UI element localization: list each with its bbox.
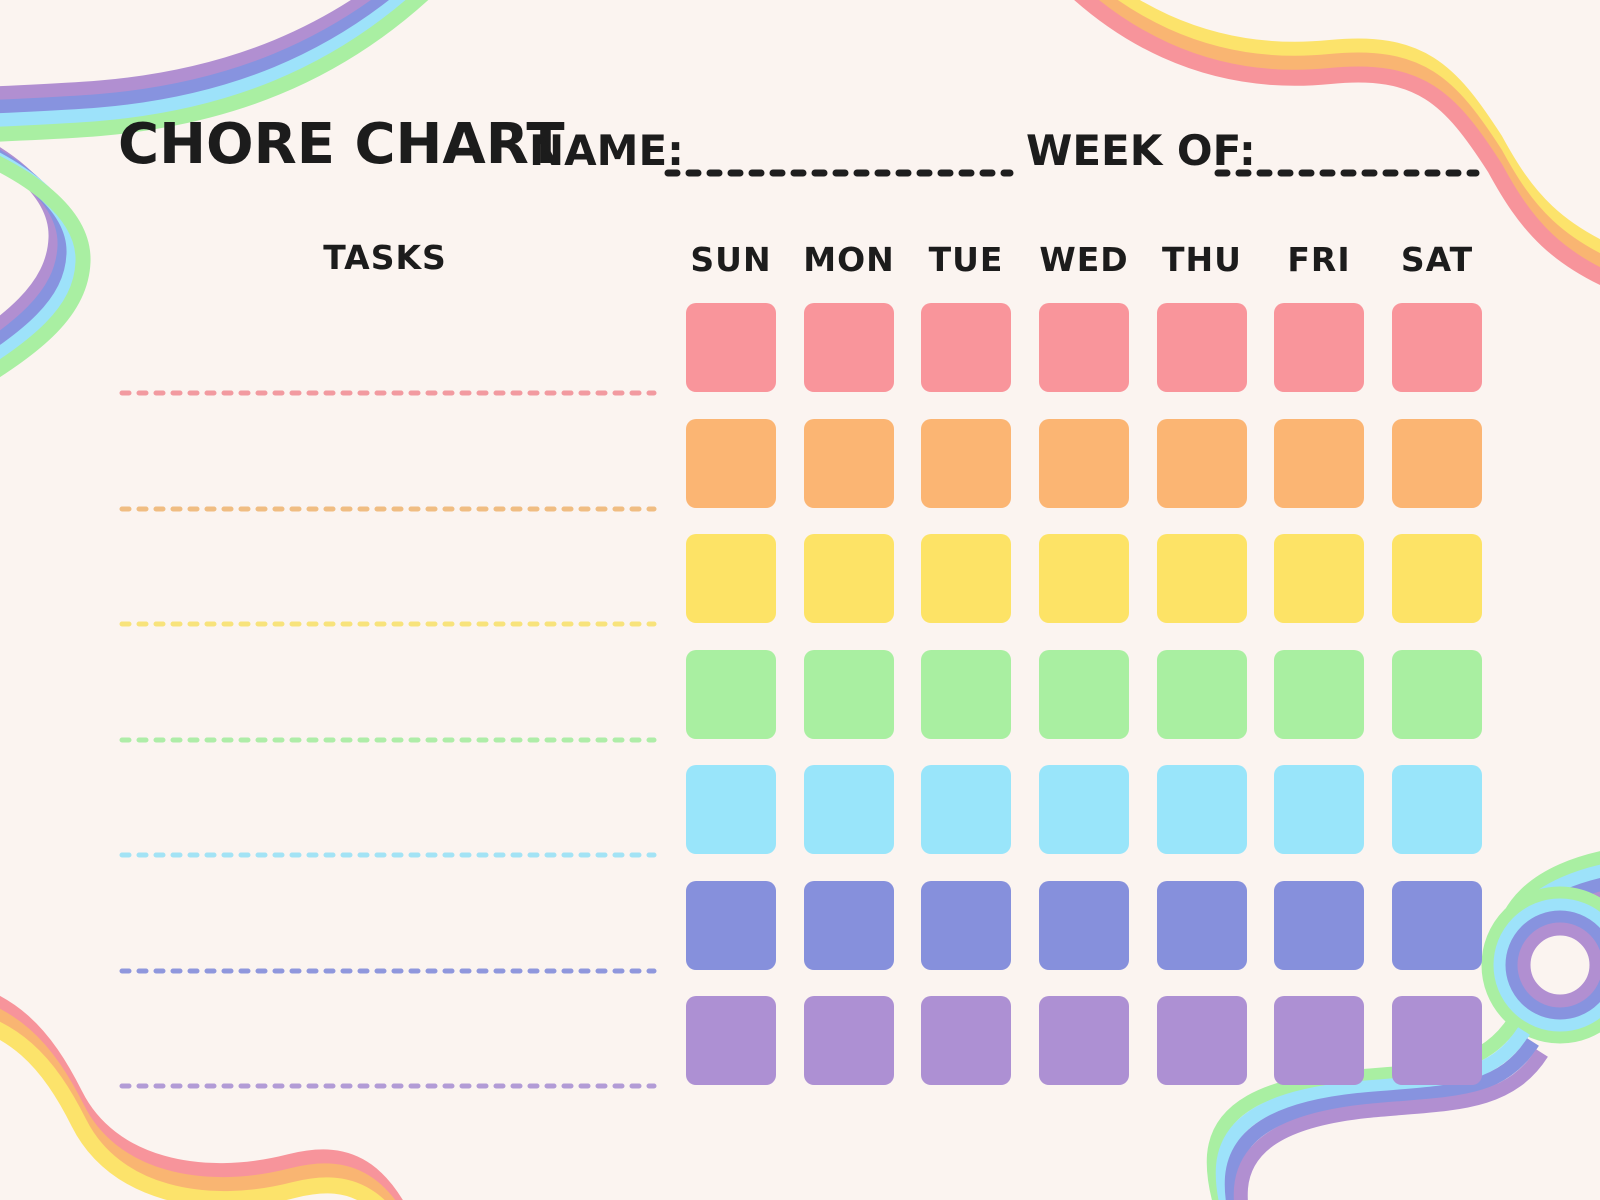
chore-cell-green-thu[interactable] xyxy=(1157,650,1247,739)
chore-cell-orange-mon[interactable] xyxy=(804,419,894,508)
rainbow-squiggle-bottom-right-sweep-stripe-3 xyxy=(1233,1049,1548,1200)
chore-cell-sky-blue-fri[interactable] xyxy=(1274,765,1364,854)
rainbow-squiggle-bottom-right-sweep-stripe-2 xyxy=(1224,1038,1539,1200)
chore-cell-purple-fri[interactable] xyxy=(1274,996,1364,1085)
bottom-right-loop-ring-2 xyxy=(1505,910,1600,1020)
chore-cell-red-sun[interactable] xyxy=(686,303,776,392)
rainbow-squiggle-top-left-curl-stripe-0 xyxy=(0,147,64,335)
chore-cell-red-mon[interactable] xyxy=(804,303,894,392)
day-header-tue: TUE xyxy=(928,240,1004,279)
chore-cell-yellow-mon[interactable] xyxy=(804,534,894,623)
chore-cell-orange-sat[interactable] xyxy=(1392,419,1482,508)
rainbow-squiggle-top-left-swoop-stripe-3 xyxy=(0,0,429,142)
chore-cell-purple-tue[interactable] xyxy=(921,996,1011,1085)
task-line-green[interactable] xyxy=(116,734,660,746)
chore-cell-red-tue[interactable] xyxy=(921,303,1011,392)
chore-cell-sky-blue-thu[interactable] xyxy=(1157,765,1247,854)
day-header-thu: THU xyxy=(1162,240,1242,279)
day-header-mon: MON xyxy=(803,240,895,279)
chore-cell-green-tue[interactable] xyxy=(921,650,1011,739)
chore-cell-orange-tue[interactable] xyxy=(921,419,1011,508)
task-line-sky-blue[interactable] xyxy=(116,849,660,861)
tasks-column-header: TASKS xyxy=(323,238,447,277)
chore-cell-periwinkle-sat[interactable] xyxy=(1392,881,1482,970)
rainbow-squiggle-top-left-swoop-stripe-1 xyxy=(0,0,396,115)
rainbow-squiggle-top-left-swoop-stripe-0 xyxy=(0,0,378,102)
rainbow-squiggle-bottom-left-stripe-0 xyxy=(0,995,403,1200)
rainbow-squiggle-top-left-curl xyxy=(0,147,91,378)
chore-cell-red-fri[interactable] xyxy=(1274,303,1364,392)
chore-cell-green-wed[interactable] xyxy=(1039,650,1129,739)
rainbow-squiggle-top-left-curl-stripe-3 xyxy=(0,155,91,378)
chore-cell-periwinkle-wed[interactable] xyxy=(1039,881,1129,970)
rainbow-squiggle-top-right xyxy=(1074,0,1600,286)
chore-cell-green-fri[interactable] xyxy=(1274,650,1364,739)
day-header-wed: WED xyxy=(1039,240,1129,279)
task-line-purple[interactable] xyxy=(116,1080,660,1092)
chore-cell-purple-mon[interactable] xyxy=(804,996,894,1085)
bottom-right-loop-ring-1 xyxy=(1493,898,1600,1032)
chore-cell-red-wed[interactable] xyxy=(1039,303,1129,392)
day-header-sun: SUN xyxy=(690,240,772,279)
chore-cell-orange-fri[interactable] xyxy=(1274,419,1364,508)
rainbow-squiggle-bottom-left-stripe-2 xyxy=(0,1021,385,1200)
rainbow-squiggle-top-right-stripe-2 xyxy=(1074,0,1600,286)
chore-cell-red-thu[interactable] xyxy=(1157,303,1247,392)
page-title: CHORE CHART xyxy=(118,112,565,177)
chore-cell-yellow-tue[interactable] xyxy=(921,534,1011,623)
chore-cell-purple-sun[interactable] xyxy=(686,996,776,1085)
chore-cell-purple-thu[interactable] xyxy=(1157,996,1247,1085)
day-header-fri: FRI xyxy=(1287,240,1351,279)
rainbow-squiggle-top-left-swoop xyxy=(0,0,429,142)
bottom-right-loop-ring-0 xyxy=(1481,886,1600,1044)
chore-cell-green-sun[interactable] xyxy=(686,650,776,739)
chore-cell-sky-blue-mon[interactable] xyxy=(804,765,894,854)
chore-cell-sky-blue-tue[interactable] xyxy=(921,765,1011,854)
chore-cell-purple-sat[interactable] xyxy=(1392,996,1482,1085)
chore-cell-sky-blue-sat[interactable] xyxy=(1392,765,1482,854)
chore-cell-orange-wed[interactable] xyxy=(1039,419,1129,508)
rainbow-squiggle-bottom-left-stripe-1 xyxy=(0,1008,396,1200)
chore-cell-periwinkle-mon[interactable] xyxy=(804,881,894,970)
task-line-red[interactable] xyxy=(116,387,660,399)
chore-cell-green-mon[interactable] xyxy=(804,650,894,739)
chore-cell-orange-sun[interactable] xyxy=(686,419,776,508)
rainbow-squiggle-bottom-left xyxy=(0,995,403,1200)
day-header-sat: SAT xyxy=(1400,240,1474,279)
name-fill-in-line[interactable] xyxy=(662,166,1016,180)
chore-cell-yellow-wed[interactable] xyxy=(1039,534,1129,623)
chore-cell-green-sat[interactable] xyxy=(1392,650,1482,739)
chore-cell-purple-wed[interactable] xyxy=(1039,996,1129,1085)
rainbow-squiggle-top-right-stripe-1 xyxy=(1091,0,1600,272)
chore-cell-sky-blue-wed[interactable] xyxy=(1039,765,1129,854)
week-of-label: WEEK OF: xyxy=(1026,126,1256,175)
rainbow-squiggle-bottom-right-loop xyxy=(1481,886,1600,1044)
chore-cell-red-sat[interactable] xyxy=(1392,303,1482,392)
chore-cell-yellow-sun[interactable] xyxy=(686,534,776,623)
chore-cell-yellow-thu[interactable] xyxy=(1157,534,1247,623)
chore-cell-yellow-fri[interactable] xyxy=(1274,534,1364,623)
task-line-orange[interactable] xyxy=(116,503,660,515)
chore-cell-periwinkle-fri[interactable] xyxy=(1274,881,1364,970)
bottom-right-loop-ring-3 xyxy=(1517,922,1600,1008)
chore-cell-periwinkle-tue[interactable] xyxy=(921,881,1011,970)
chore-cell-orange-thu[interactable] xyxy=(1157,419,1247,508)
chore-cell-sky-blue-sun[interactable] xyxy=(686,765,776,854)
task-line-yellow[interactable] xyxy=(116,618,660,630)
week-of-fill-in-line[interactable] xyxy=(1212,166,1482,180)
task-line-periwinkle[interactable] xyxy=(116,965,660,977)
name-label: NAME: xyxy=(529,126,684,175)
chore-cell-periwinkle-thu[interactable] xyxy=(1157,881,1247,970)
chore-cell-periwinkle-sun[interactable] xyxy=(686,881,776,970)
chore-cell-yellow-sat[interactable] xyxy=(1392,534,1482,623)
rainbow-squiggle-top-right-stripe-0 xyxy=(1110,0,1600,258)
rainbow-squiggle-top-left-swoop-stripe-2 xyxy=(0,0,413,129)
